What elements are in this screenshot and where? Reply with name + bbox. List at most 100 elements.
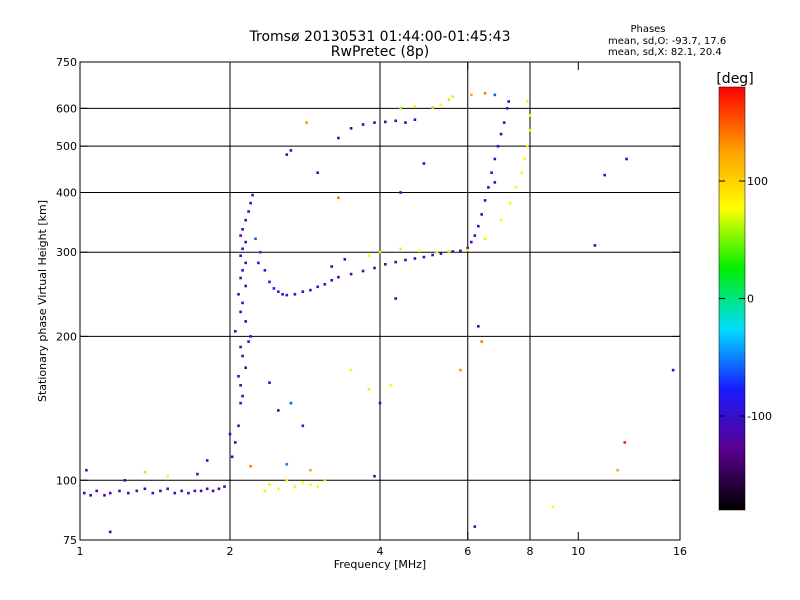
echo-point (477, 224, 480, 228)
echo-point (431, 106, 434, 109)
echo-point (508, 201, 512, 205)
echo-point (490, 171, 493, 174)
echo-point (330, 265, 333, 268)
echo-point (239, 310, 242, 314)
echo-point (439, 252, 443, 255)
y-tick-label: 500 (56, 140, 77, 153)
echo-point (528, 128, 532, 132)
echo-point (528, 114, 532, 117)
echo-point (480, 213, 483, 216)
echo-point (244, 366, 247, 369)
echo-point (603, 173, 606, 177)
echo-point (305, 121, 308, 124)
echo-point (166, 474, 169, 478)
echo-point (367, 254, 371, 257)
y-tick-label: 75 (63, 534, 77, 547)
x-tick-label: 4 (377, 545, 384, 558)
echo-point (330, 279, 333, 282)
echo-point (470, 240, 473, 244)
y-tick-label: 750 (56, 56, 77, 69)
echo-point (205, 459, 209, 462)
echo-point (526, 100, 529, 103)
x-tick-label: 1 (77, 545, 84, 558)
echo-point (466, 246, 469, 250)
echo-point (254, 237, 257, 241)
echo-point (413, 105, 417, 108)
echo-point (247, 210, 250, 213)
echo-point (316, 171, 319, 174)
echo-point (502, 121, 506, 124)
echo-point (199, 489, 203, 493)
echo-point (187, 491, 190, 495)
echo-point (526, 144, 529, 148)
echo-point (451, 250, 455, 253)
echo-point (625, 157, 628, 161)
echo-point (323, 283, 327, 286)
phase-heading: Phases (630, 24, 665, 35)
echo-point (249, 201, 252, 205)
echo-point (505, 107, 509, 110)
echo-point (143, 487, 147, 491)
echo-point (301, 481, 305, 484)
echo-point (309, 288, 312, 292)
echo-point (413, 118, 417, 121)
x-tick-label: 6 (464, 545, 471, 558)
echo-point (239, 401, 242, 405)
echo-point (499, 218, 503, 222)
echo-point (127, 491, 130, 495)
echo-point (470, 93, 473, 97)
chart-title: Tromsø 20130531 01:44:00-01:45:43 (249, 29, 511, 45)
echo-point (477, 325, 480, 328)
echo-point (239, 254, 242, 257)
echo-point (249, 464, 252, 468)
echo-point (247, 340, 250, 343)
echo-point (316, 485, 319, 488)
echo-point (466, 248, 469, 252)
echo-point (263, 269, 267, 272)
echo-point (496, 144, 500, 148)
echo-point (551, 505, 555, 509)
echo-point (285, 293, 289, 297)
echo-point (399, 107, 402, 110)
echo-point (459, 368, 462, 372)
echo-point (439, 103, 443, 107)
echo-point (281, 293, 284, 296)
echo-point (483, 92, 487, 95)
echo-point (230, 455, 234, 459)
echo-point (249, 335, 252, 338)
echo-point (343, 258, 347, 261)
echo-point (103, 494, 106, 497)
echo-point (123, 479, 127, 482)
echo-point (258, 250, 262, 254)
y-tick-label: 600 (56, 102, 77, 115)
echo-point (422, 255, 426, 259)
echo-point (272, 287, 276, 290)
echo-point (323, 479, 327, 482)
echo-point (367, 388, 371, 391)
echo-point (241, 354, 244, 358)
colorbar-tick-label: 100 (747, 175, 768, 188)
echo-point (268, 381, 271, 384)
echo-point (277, 487, 280, 491)
echo-point (173, 491, 177, 495)
echo-point (95, 489, 98, 493)
echo-point (447, 98, 451, 102)
echo-point (244, 261, 247, 265)
echo-point (180, 489, 183, 493)
y-tick-label: 200 (56, 330, 77, 343)
echo-point (83, 491, 86, 495)
echo-point (422, 162, 426, 165)
echo-point (389, 384, 392, 387)
echo-point (593, 244, 597, 247)
echo-point (217, 487, 221, 491)
echo-point (85, 468, 88, 472)
echo-point (394, 260, 397, 264)
phase-stats-x: mean, sd,X: 82.1, 20.4 (608, 47, 722, 58)
echo-point (523, 157, 526, 161)
echo-point (493, 93, 497, 97)
echo-point (244, 320, 247, 323)
echo-point (418, 249, 421, 253)
chart-subtitle: RwPretec (8p) (331, 44, 429, 60)
echo-point (493, 181, 497, 184)
echo-point (135, 489, 139, 493)
